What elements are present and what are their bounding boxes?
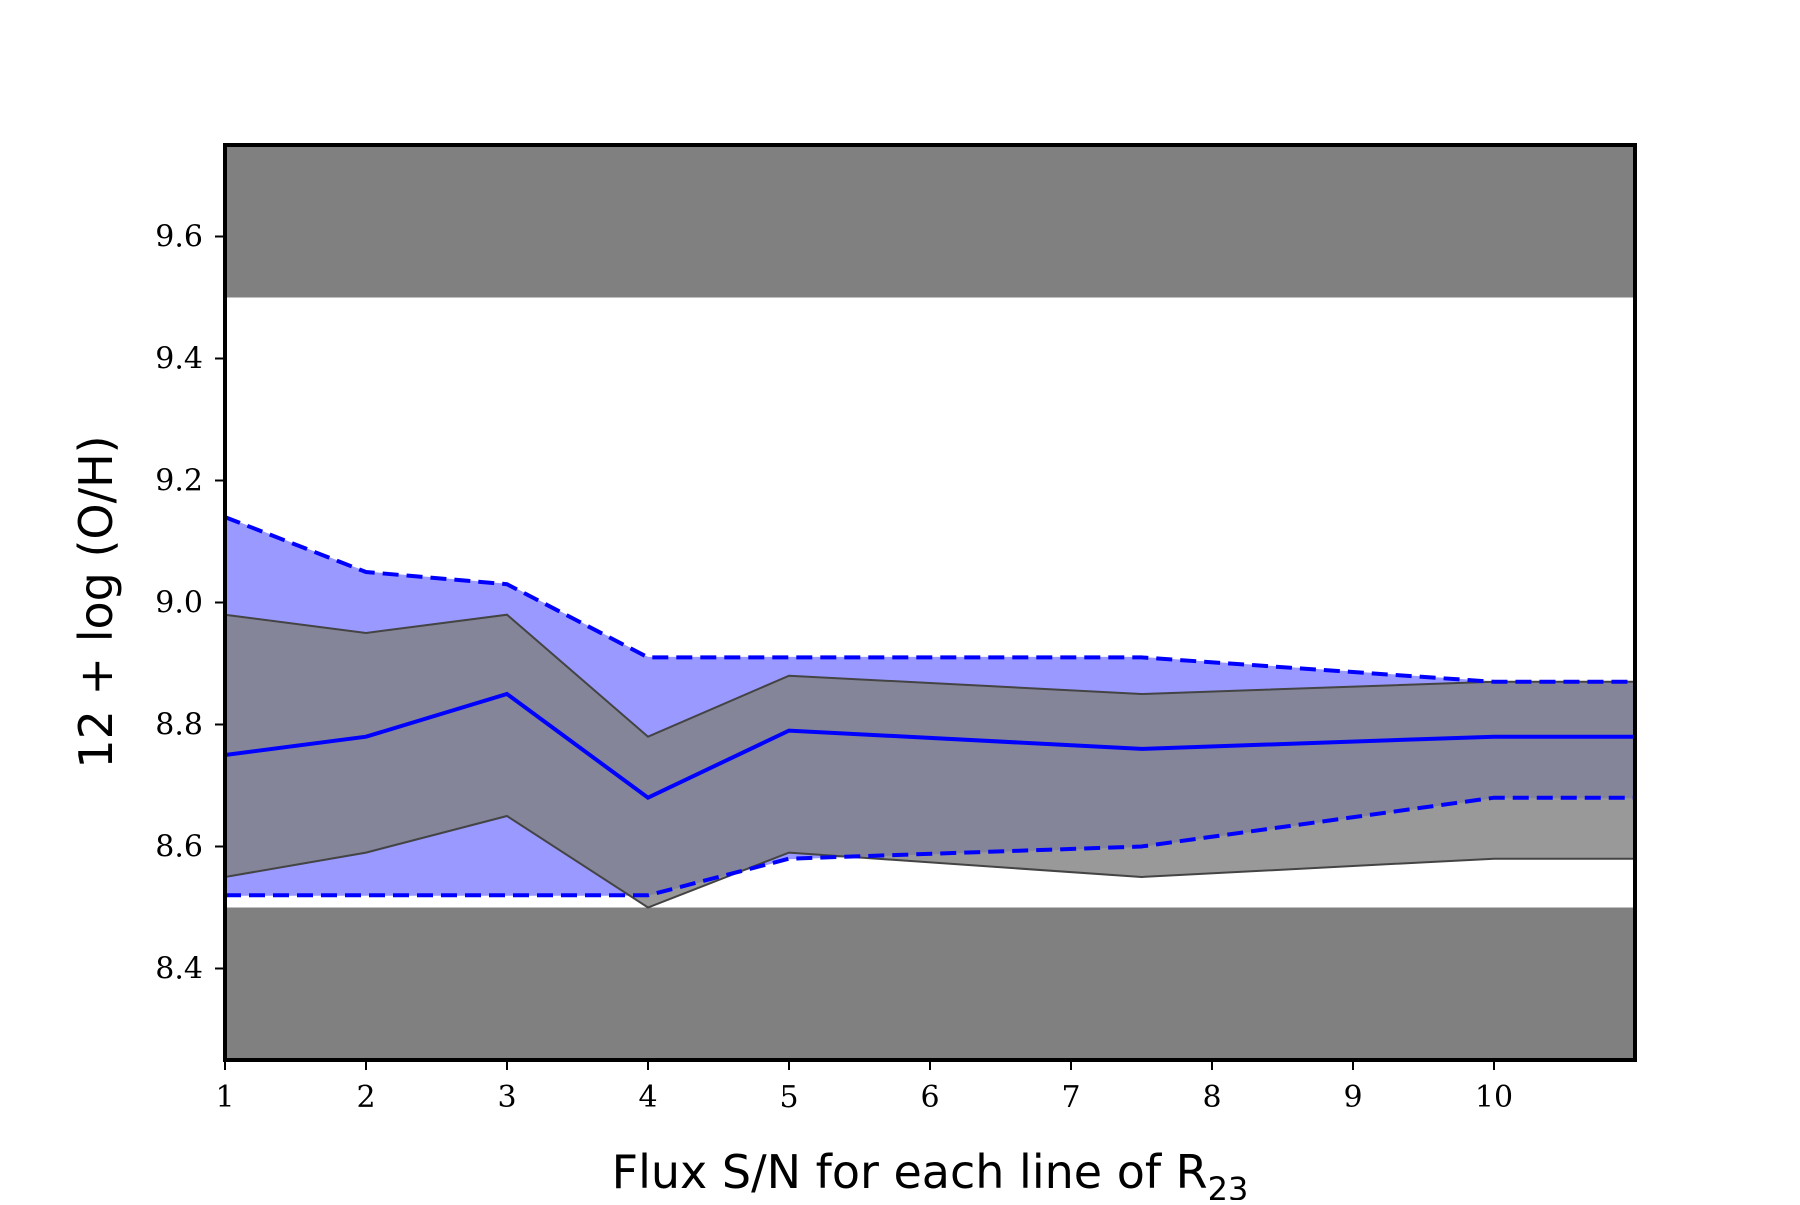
lower-grey-band [225, 907, 1635, 1060]
x-axis-label-subscript: 23 [1208, 1170, 1249, 1200]
y-tick-label: 9.4 [155, 342, 203, 377]
x-tick-label: 8 [1202, 1080, 1221, 1115]
upper-grey-band [225, 145, 1635, 298]
x-tick-label: 10 [1475, 1080, 1513, 1115]
ticks: 1 2 3 4 5 6 7 8 9 10 8.4 8.6 8.8 9.0 9.2 9.4 9.6 [155, 220, 1513, 1116]
y-tick-label: 8.8 [155, 708, 203, 743]
blue-median-line [225, 691, 1635, 801]
y-axis-label: 12 + log (O/H) [69, 435, 123, 768]
x-axis-label: Flux S/N for each line of R23 [612, 1145, 1249, 1200]
x-tick-label: 3 [497, 1080, 516, 1115]
blue-upper-dashed-line [225, 515, 1635, 684]
grey-range-area [225, 613, 1635, 909]
plot-area [225, 145, 1635, 1060]
x-tick-label: 1 [215, 1080, 234, 1115]
y-tick-label: 9.2 [155, 464, 203, 499]
y-tick-label: 9.6 [155, 220, 203, 255]
y-tick-label: 8.6 [155, 830, 203, 865]
x-tick-label: 6 [920, 1080, 939, 1115]
y-tick-label: 8.4 [155, 952, 203, 987]
blue-lower-dashed-line [225, 795, 1635, 898]
x-tick-label: 9 [1343, 1080, 1362, 1115]
x-tick-label: 5 [779, 1080, 798, 1115]
x-tick-label: 2 [356, 1080, 375, 1115]
x-tick-label: 7 [1061, 1080, 1080, 1115]
y-tick-label: 9.0 [155, 586, 203, 621]
x-tick-label: 4 [638, 1080, 657, 1115]
